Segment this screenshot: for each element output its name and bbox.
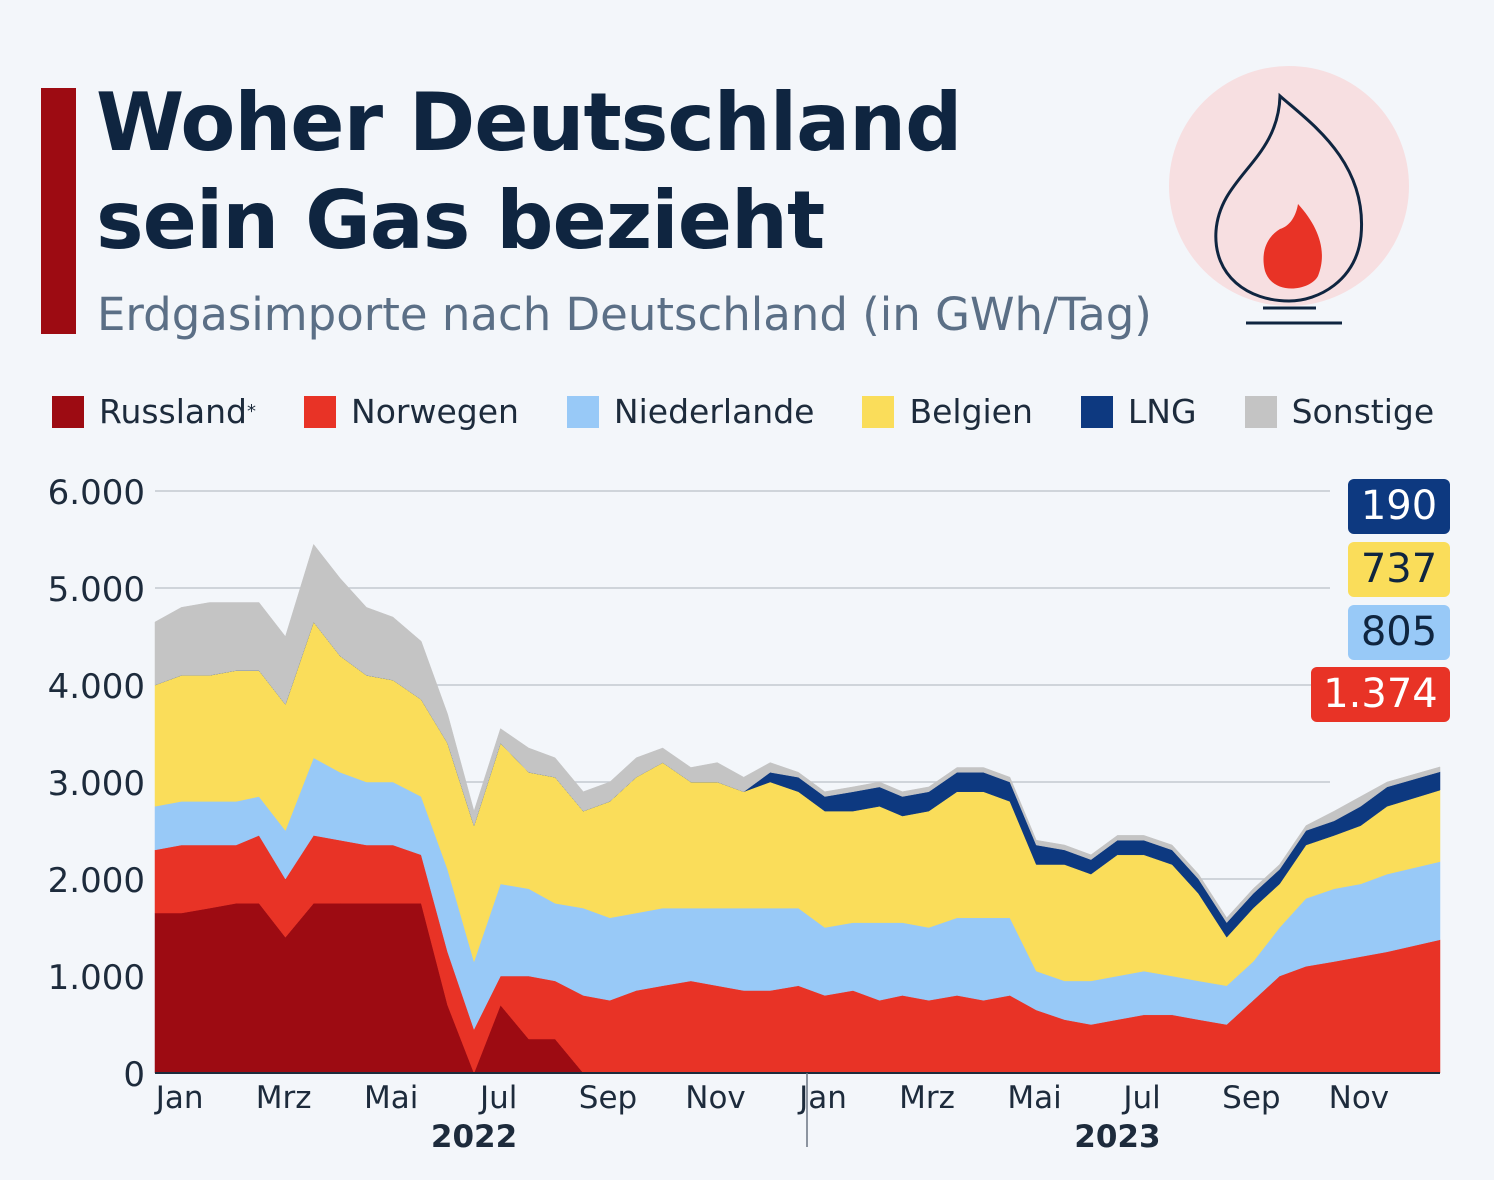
x-tick-label: Mai xyxy=(1007,1080,1061,1116)
x-tick-label: Mai xyxy=(364,1080,418,1116)
legend-item-norwegen: Norwegen xyxy=(304,392,519,431)
x-tick-label: Nov xyxy=(1329,1080,1390,1116)
legend-item-russland: Russland * xyxy=(52,392,256,431)
x-tick-label: Jul xyxy=(1121,1080,1160,1116)
legend-label: Norwegen xyxy=(351,392,519,431)
x-tick-label: Mrz xyxy=(256,1080,312,1116)
x-tick-label: Jan xyxy=(797,1080,847,1116)
legend-label: Belgien xyxy=(909,392,1033,431)
x-tick-label: Sep xyxy=(1222,1080,1280,1116)
legend-swatch xyxy=(1080,395,1113,428)
accent-bar xyxy=(41,88,76,334)
legend-item-niederlande: Niederlande xyxy=(566,392,815,431)
year-label: 2023 xyxy=(1074,1119,1160,1155)
legend-swatch xyxy=(862,395,895,428)
y-tick-label: 2.000 xyxy=(48,861,145,901)
legend-swatch xyxy=(1244,395,1277,428)
y-tick-label: 1.000 xyxy=(48,958,145,998)
end-label-norwegen: 1.374 xyxy=(1311,667,1450,722)
legend-swatch xyxy=(566,395,599,428)
legend-label: Russland xyxy=(99,392,248,431)
y-tick-label: 5.000 xyxy=(48,570,145,610)
end-label-belgien: 737 xyxy=(1348,542,1450,597)
y-tick-label: 4.000 xyxy=(48,667,145,707)
chart-title: Woher Deutschland sein Gas bezieht xyxy=(96,74,962,270)
x-tick-label: Nov xyxy=(685,1080,746,1116)
legend-label: Sonstige xyxy=(1291,392,1435,431)
end-label-niederlande: 805 xyxy=(1348,605,1450,660)
chart-subtitle: Erdgasimporte nach Deutschland (in GWh/T… xyxy=(97,288,1152,341)
legend-swatch xyxy=(52,395,84,428)
x-tick-label: Jul xyxy=(478,1080,517,1116)
legend-item-sonstige: Sonstige xyxy=(1244,392,1435,431)
legend-item-belgien: Belgien xyxy=(862,392,1033,431)
area-sonstige xyxy=(154,543,1441,924)
title-line-1: Woher Deutschland xyxy=(96,76,962,169)
legend: Russland * Norwegen Niederlande Belgien L… xyxy=(52,392,1434,431)
x-tick-label: Mrz xyxy=(899,1080,955,1116)
legend-label: LNG xyxy=(1127,392,1197,431)
legend-swatch xyxy=(304,395,337,428)
x-tick-label: Jan xyxy=(154,1080,204,1116)
y-tick-label: 6.000 xyxy=(48,473,145,513)
y-tick-label: 3.000 xyxy=(48,764,145,804)
legend-item-lng: LNG xyxy=(1080,392,1197,431)
legend-label: Niederlande xyxy=(613,392,815,431)
legend-footnote-mark: * xyxy=(247,401,257,422)
end-label-lng: 190 xyxy=(1348,479,1450,534)
gas-flame-icon xyxy=(1168,66,1410,336)
x-tick-label: Sep xyxy=(579,1080,637,1116)
title-line-2: sein Gas bezieht xyxy=(96,174,825,267)
year-label: 2022 xyxy=(431,1119,517,1155)
y-tick-label: 0 xyxy=(123,1055,145,1095)
